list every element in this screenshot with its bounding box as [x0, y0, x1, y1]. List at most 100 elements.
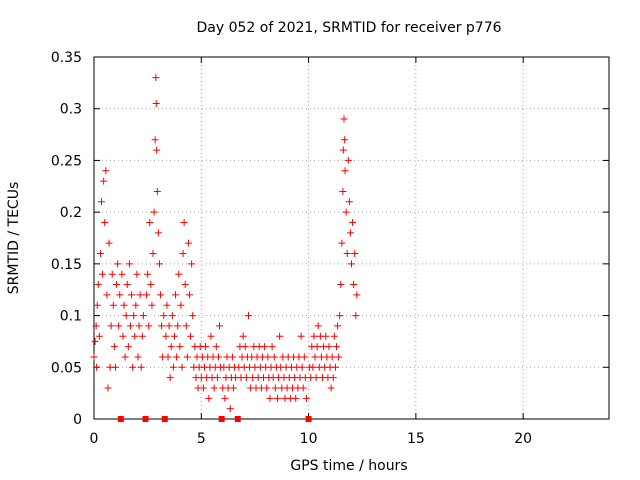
data-point — [108, 270, 116, 278]
x-tick-label: 5 — [197, 431, 206, 447]
data-point — [100, 177, 108, 185]
data-point — [177, 301, 185, 309]
data-point — [169, 363, 177, 371]
data-point — [214, 353, 222, 361]
data-point — [228, 353, 236, 361]
data-point — [167, 343, 175, 351]
data-point — [341, 167, 349, 175]
gap-marker — [117, 416, 124, 422]
gap-marker — [142, 416, 149, 422]
gap-marker — [161, 416, 168, 422]
data-point — [264, 353, 272, 361]
y-tick-label: 0 — [73, 412, 82, 428]
data-point — [153, 187, 161, 195]
data-point — [93, 363, 101, 371]
data-point — [261, 343, 269, 351]
data-point — [145, 322, 153, 330]
data-point — [344, 156, 352, 164]
data-point — [273, 394, 281, 402]
data-point — [179, 250, 187, 258]
gap-markers — [117, 416, 312, 422]
data-point — [137, 363, 145, 371]
data-point — [328, 353, 336, 361]
data-point — [337, 281, 345, 289]
data-point — [165, 322, 173, 330]
data-point — [135, 322, 143, 330]
data-point — [312, 374, 320, 382]
data-point — [155, 260, 163, 268]
data-point — [99, 270, 107, 278]
data-point — [94, 281, 102, 289]
data-point — [147, 281, 155, 289]
data-point — [110, 343, 118, 351]
data-point — [134, 353, 142, 361]
data-point — [130, 312, 138, 320]
data-point — [116, 291, 124, 299]
x-tick-labels: 0 5 10 15 20 — [90, 431, 533, 447]
data-point — [298, 363, 306, 371]
data-point — [136, 291, 144, 299]
data-point — [313, 343, 321, 351]
x-tick-label: 0 — [90, 431, 99, 447]
data-point — [339, 187, 347, 195]
data-point — [109, 301, 117, 309]
data-point — [213, 374, 221, 382]
data-point — [92, 322, 100, 330]
data-point — [353, 291, 361, 299]
data-point — [270, 353, 278, 361]
data-point — [345, 198, 353, 206]
x-tick-label: 15 — [407, 431, 425, 447]
data-point — [229, 384, 237, 392]
data-point — [183, 353, 191, 361]
data-point — [329, 374, 337, 382]
data-point — [210, 384, 218, 392]
data-point — [311, 353, 319, 361]
data-point — [146, 218, 154, 226]
data-point — [133, 270, 141, 278]
data-point — [118, 270, 126, 278]
data-point — [125, 260, 133, 268]
data-point — [162, 332, 170, 340]
data-point — [113, 281, 121, 289]
data-point — [152, 74, 160, 82]
data-point — [115, 322, 123, 330]
data-point — [151, 136, 159, 144]
data-point — [346, 229, 354, 237]
data-point — [184, 239, 192, 247]
data-point — [299, 384, 307, 392]
data-point — [119, 332, 127, 340]
data-point — [331, 363, 339, 371]
y-tick-label: 0.1 — [60, 309, 82, 325]
data-point — [96, 250, 104, 258]
data-point — [187, 332, 195, 340]
y-tick-label: 0.05 — [51, 360, 82, 376]
data-point — [93, 301, 101, 309]
data-point — [123, 281, 131, 289]
data-point — [153, 146, 161, 154]
data-point — [242, 374, 250, 382]
data-point — [336, 312, 344, 320]
data-point — [104, 384, 112, 392]
y-tick-label: 0.3 — [60, 102, 82, 118]
x-axis-label: GPS time / hours — [290, 458, 407, 474]
data-points — [90, 74, 361, 413]
data-point — [314, 322, 322, 330]
data-point — [343, 250, 351, 258]
data-point — [152, 100, 160, 108]
data-point — [332, 343, 340, 351]
data-point — [188, 260, 196, 268]
data-point — [172, 291, 180, 299]
data-point — [101, 218, 109, 226]
data-point — [325, 343, 333, 351]
data-point — [105, 239, 113, 247]
data-point — [91, 337, 99, 345]
data-point — [335, 353, 343, 361]
data-point — [170, 332, 178, 340]
data-point — [114, 260, 122, 268]
data-point — [122, 312, 130, 320]
data-point — [160, 312, 168, 320]
data-point — [292, 394, 300, 402]
data-point — [339, 146, 347, 154]
data-point — [120, 301, 128, 309]
data-point — [111, 363, 119, 371]
